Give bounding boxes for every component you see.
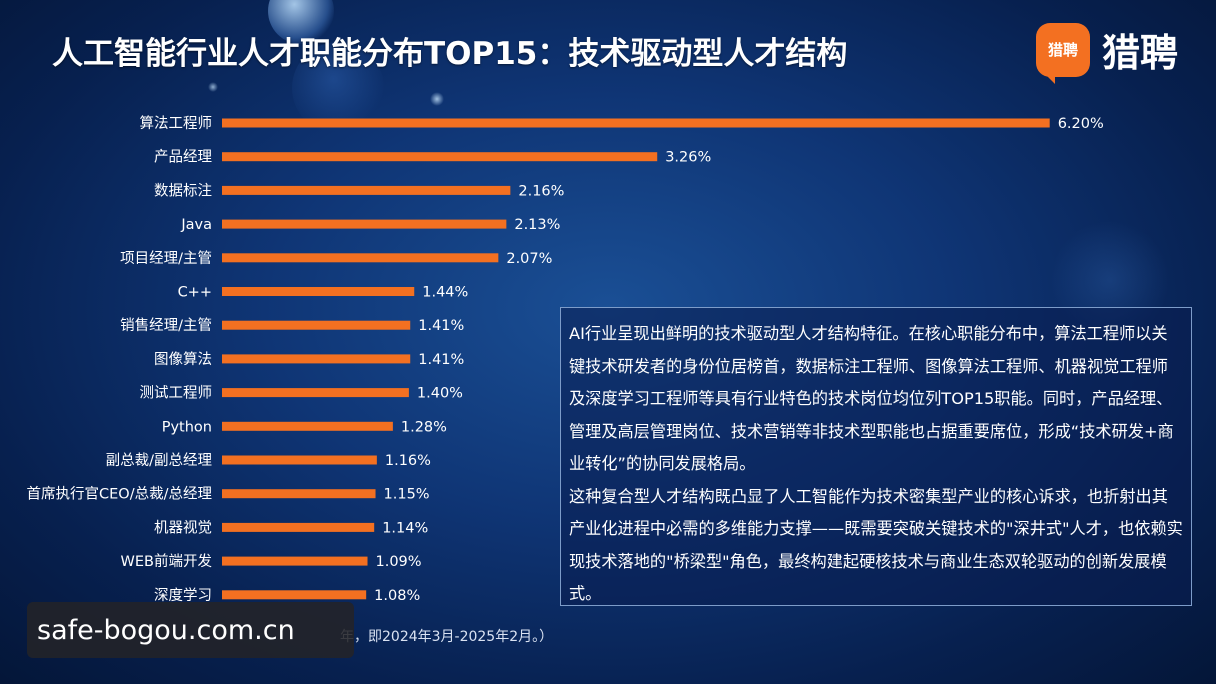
category-label: 销售经理/主管 bbox=[120, 317, 212, 334]
page-title: 人工智能行业人才职能分布TOP15：技术驱动型人才结构 bbox=[52, 36, 848, 72]
value-label: 1.08% bbox=[374, 588, 420, 604]
bar bbox=[222, 253, 499, 263]
bar bbox=[222, 455, 377, 465]
logo-name: 猎聘 bbox=[1102, 31, 1179, 75]
bar bbox=[222, 152, 658, 162]
watermark-overlay: safe-bogou.com.cn bbox=[27, 602, 354, 658]
source-note: 年，即2024年3月-2025年2月。） bbox=[340, 629, 554, 645]
category-label: C++ bbox=[178, 285, 212, 301]
value-label: 1.14% bbox=[382, 520, 428, 536]
category-label: 算法工程师 bbox=[140, 115, 213, 132]
bar bbox=[222, 354, 411, 364]
value-label: 1.09% bbox=[376, 554, 422, 570]
category-label: 首席执行官CEO/总裁/总经理 bbox=[27, 486, 213, 503]
category-label: 产品经理 bbox=[154, 149, 212, 166]
value-label: 1.44% bbox=[422, 285, 468, 301]
bar bbox=[222, 522, 375, 532]
value-label: 6.20% bbox=[1058, 116, 1104, 132]
category-label: 机器视觉 bbox=[154, 519, 212, 536]
value-label: 2.16% bbox=[518, 183, 564, 199]
category-label: 数据标注 bbox=[154, 182, 212, 199]
value-label: 1.16% bbox=[385, 453, 431, 469]
category-label: 深度学习 bbox=[154, 587, 212, 604]
value-label: 1.41% bbox=[418, 352, 464, 368]
bar bbox=[222, 118, 1050, 128]
value-label: 1.28% bbox=[401, 419, 447, 435]
category-label: 图像算法 bbox=[154, 351, 212, 368]
bar bbox=[222, 185, 511, 195]
brand-logo: 猎聘 猎聘 bbox=[1036, 22, 1179, 84]
bar bbox=[222, 489, 376, 499]
value-label: 1.41% bbox=[418, 318, 464, 334]
logo-badge-text: 猎聘 bbox=[1047, 41, 1078, 59]
category-label: Python bbox=[162, 419, 212, 435]
category-label: 项目经理/主管 bbox=[120, 250, 212, 267]
bar bbox=[222, 219, 507, 229]
category-label: Java bbox=[180, 217, 212, 233]
bar bbox=[222, 320, 411, 330]
bar bbox=[222, 421, 393, 431]
bar bbox=[222, 590, 367, 600]
insight-textbox: AI行业呈现出鲜明的技术驱动型人才结构特征。在核心职能分布中，算法工程师以关键技… bbox=[560, 307, 1192, 606]
value-label: 1.40% bbox=[417, 386, 463, 402]
value-label: 1.15% bbox=[384, 487, 430, 503]
bar bbox=[222, 556, 368, 566]
value-label: 3.26% bbox=[665, 150, 711, 166]
bar bbox=[222, 287, 415, 296]
category-label: WEB前端开发 bbox=[121, 553, 212, 570]
logo-badge-icon: 猎聘 bbox=[1036, 22, 1090, 84]
value-label: 2.13% bbox=[514, 217, 560, 233]
category-label: 测试工程师 bbox=[140, 385, 213, 402]
insight-paragraph-1: AI行业呈现出鲜明的技术驱动型人才结构特征。在核心职能分布中，算法工程师以关键技… bbox=[569, 324, 1174, 473]
value-label: 2.07% bbox=[506, 251, 552, 267]
insight-paragraph-2: 这种复合型人才结构既凸显了人工智能作为技术密集型产业的核心诉求，也折射出其产业化… bbox=[569, 486, 1183, 604]
category-label: 副总裁/副总经理 bbox=[106, 452, 213, 469]
bar bbox=[222, 388, 409, 398]
